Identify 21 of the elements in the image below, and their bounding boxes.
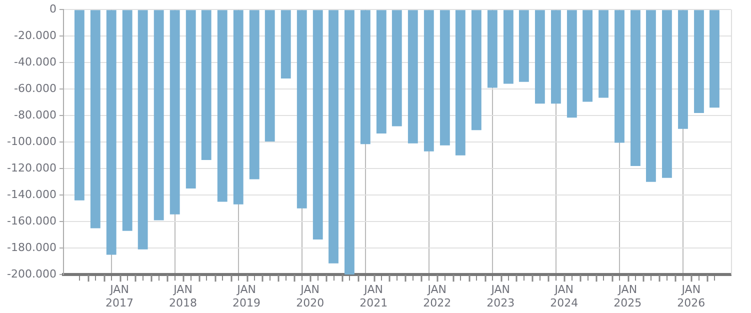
x-tick-label: JAN 2023 xyxy=(486,283,515,310)
x-tick-label: JAN 2025 xyxy=(614,283,642,310)
y-tick-label: -40.000 xyxy=(14,55,56,68)
y-tick-label: -100.000 xyxy=(6,134,56,148)
x-tick-label: JAN 2019 xyxy=(232,283,261,310)
x-tick-label: JAN 2018 xyxy=(169,283,198,310)
x-tick-label: JAN 2026 xyxy=(677,283,706,310)
y-tick-label: -80.000 xyxy=(14,108,56,122)
y-tick-label: -60.000 xyxy=(14,82,56,95)
y-tick-label: -140.000 xyxy=(6,188,56,201)
y-tick-label: -120.000 xyxy=(6,161,56,174)
y-tick-label: -20.000 xyxy=(14,28,56,42)
x-tick-label: JAN 2020 xyxy=(296,283,324,310)
x-tick-label: JAN 2021 xyxy=(360,283,388,310)
y-tick-label: -180.000 xyxy=(6,240,56,254)
x-tick-label: JAN 2024 xyxy=(550,283,578,310)
y-tick-label: -200.000 xyxy=(6,267,56,280)
x-tick-label: JAN 2022 xyxy=(423,283,452,310)
y-tick-label: -160.000 xyxy=(6,214,56,228)
x-tick-label: JAN 2017 xyxy=(106,283,134,310)
y-tick-label: 0 xyxy=(49,2,56,16)
